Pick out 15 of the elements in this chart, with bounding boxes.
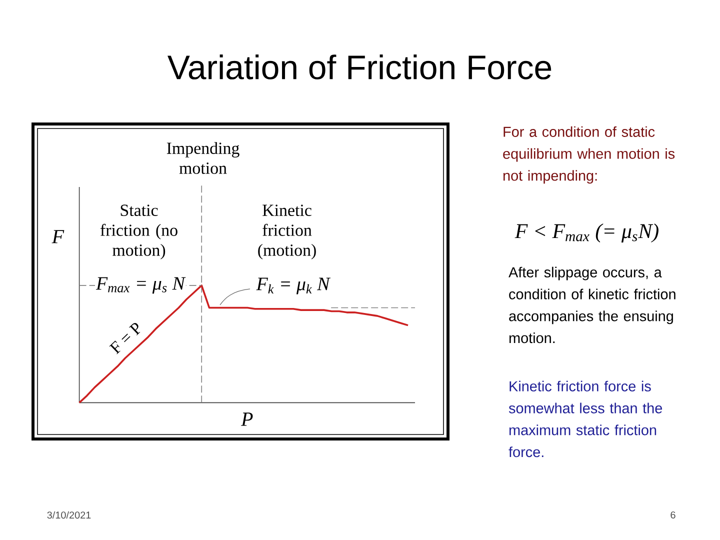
x-axis-title: P xyxy=(240,412,253,426)
annotation: F$_{k}$ = μ$_{k}$ N xyxy=(256,278,331,294)
text: After slippage occurs, a condition of kinetic friction accompanies the ensuing motion. xyxy=(508,266,676,344)
annotation: F = P xyxy=(109,323,140,354)
ref-line-label: F$_{max}$ = μ$_{s}$ N xyxy=(96,277,186,294)
text: For a condition of static equilibrium when motion is not impending: xyxy=(503,126,675,184)
text: Static friction (no motion) xyxy=(100,204,178,260)
y-axis-title: F xyxy=(52,230,64,244)
text: Impending motion xyxy=(166,142,240,174)
text: 3/10/2021 xyxy=(47,511,91,519)
text: F < F$_{max}$ (= μ$_{s}$N) xyxy=(514,223,658,242)
text: Kinetic friction (motion) xyxy=(258,204,316,260)
text: 6 xyxy=(670,511,676,519)
text: Kinetic friction force is somewhat less than the maximum static friction force. xyxy=(508,380,662,458)
chart-title: Variation of Friction Force xyxy=(168,54,552,80)
